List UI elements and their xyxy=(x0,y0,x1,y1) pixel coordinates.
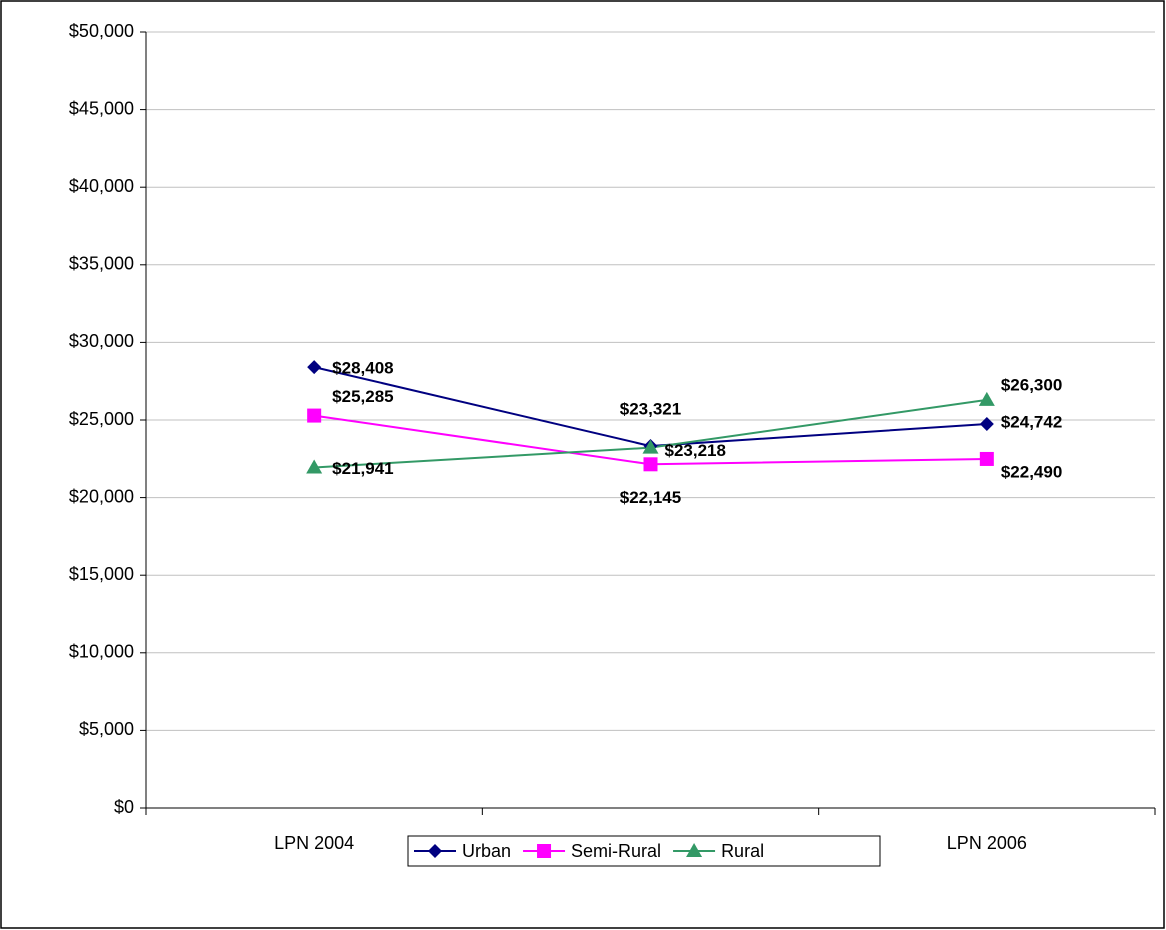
legend-label: Semi-Rural xyxy=(571,841,661,861)
legend: Urban Semi-Rural Rural xyxy=(407,835,881,867)
y-tick-label: $50,000 xyxy=(69,21,134,41)
data-label: $28,408 xyxy=(332,359,393,378)
data-label: $23,321 xyxy=(620,400,681,419)
legend-label: Urban xyxy=(462,841,511,861)
data-label: $22,490 xyxy=(1001,462,1062,481)
marker xyxy=(978,391,995,406)
data-label: $21,941 xyxy=(332,459,393,478)
marker xyxy=(428,844,442,858)
data-label: $23,218 xyxy=(665,441,726,460)
data-label: $24,742 xyxy=(1001,412,1062,431)
marker xyxy=(537,844,552,858)
marker xyxy=(307,360,322,375)
data-label: $25,285 xyxy=(332,387,393,406)
legend-label: Rural xyxy=(721,841,764,861)
y-tick-label: $45,000 xyxy=(69,98,134,118)
marker xyxy=(306,459,323,474)
y-tick-label: $20,000 xyxy=(69,486,134,506)
y-tick-label: $35,000 xyxy=(69,254,134,274)
marker xyxy=(642,439,659,454)
marker xyxy=(979,451,994,466)
marker xyxy=(686,843,703,857)
y-tick-label: $10,000 xyxy=(69,642,134,662)
x-tick-label: LPN 2004 xyxy=(274,833,354,853)
legend-box xyxy=(407,835,881,867)
data-label: $26,300 xyxy=(1001,375,1062,394)
data-label: $22,145 xyxy=(620,488,681,507)
x-tick-label: LPN 2006 xyxy=(947,833,1027,853)
y-tick-label: $25,000 xyxy=(69,409,134,429)
y-tick-label: $15,000 xyxy=(69,564,134,584)
marker xyxy=(307,408,322,423)
marker xyxy=(979,417,994,432)
y-tick-label: $30,000 xyxy=(69,331,134,351)
y-tick-label: $0 xyxy=(114,797,134,817)
y-tick-label: $40,000 xyxy=(69,176,134,196)
marker xyxy=(643,457,658,472)
y-tick-label: $5,000 xyxy=(79,719,134,739)
